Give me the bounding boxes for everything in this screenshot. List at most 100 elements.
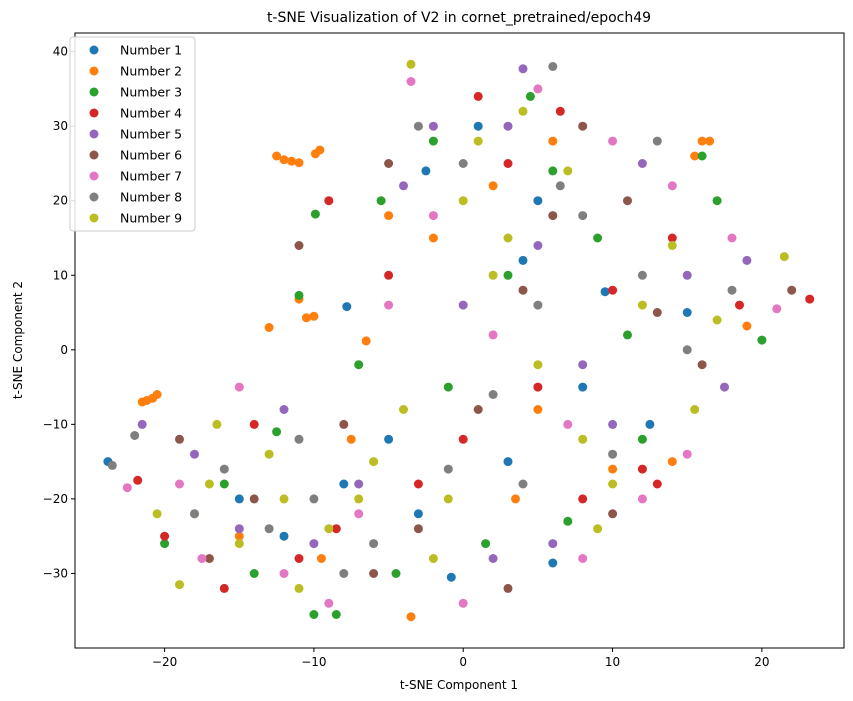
point-series-8-18: [652, 136, 662, 146]
point-series-3-20: [481, 539, 491, 549]
point-series-9-8: [473, 136, 483, 146]
point-series-3-17: [548, 166, 558, 176]
point-series-8-8: [369, 539, 379, 549]
legend-box: [69, 36, 196, 232]
point-series-2-19: [346, 434, 356, 444]
point-series-7-1: [197, 554, 207, 563]
point-series-9-21: [354, 494, 364, 504]
point-series-5-14: [190, 449, 199, 459]
point-series-9-5: [369, 457, 379, 467]
point-series-8-6: [219, 464, 229, 474]
point-series-8-3: [309, 494, 319, 504]
point-series-2-1: [279, 155, 289, 165]
point-series-5-9: [279, 405, 289, 414]
x-tick-label: 10: [605, 655, 620, 669]
point-series-9-19: [458, 196, 468, 206]
point-series-8-12: [682, 345, 692, 355]
point-series-7-16: [175, 479, 184, 489]
point-series-4-19: [458, 434, 468, 444]
point-series-5-2: [428, 121, 438, 131]
point-series-3-9: [376, 196, 386, 206]
point-series-9-0: [406, 59, 416, 69]
point-series-4-15: [608, 285, 618, 295]
point-series-4-6: [473, 91, 483, 101]
point-series-6-17: [623, 196, 632, 206]
point-series-9-11: [533, 360, 543, 370]
legend-marker-4: [89, 108, 99, 118]
point-series-3-6: [331, 610, 341, 619]
point-series-4-16: [219, 583, 229, 593]
point-series-2-11: [310, 149, 320, 159]
point-series-4-18: [324, 196, 334, 206]
x-tick-label: −10: [301, 655, 326, 669]
point-series-6-10: [204, 554, 214, 563]
point-series-6-9: [473, 405, 483, 414]
point-series-1-6: [503, 457, 513, 467]
point-series-5-17: [742, 255, 752, 265]
point-series-3-13: [503, 270, 513, 280]
point-series-2-27: [548, 136, 558, 146]
point-series-7-11: [428, 211, 438, 221]
point-series-6-16: [369, 569, 379, 578]
point-series-8-20: [727, 285, 737, 295]
point-series-2-22: [488, 181, 498, 191]
point-series-2-21: [234, 531, 244, 541]
point-series-5-10: [488, 554, 498, 563]
point-series-9-6: [578, 434, 588, 444]
point-series-3-16: [160, 539, 170, 549]
legend-label-2: Number 2: [120, 64, 182, 79]
legend-label-3: Number 3: [120, 85, 182, 100]
point-series-9-24: [488, 270, 498, 280]
point-series-1-4: [600, 287, 610, 297]
point-series-3-18: [712, 196, 722, 206]
x-tick-label: 20: [754, 655, 769, 669]
point-series-4-11: [294, 554, 304, 563]
point-series-5-4: [234, 524, 244, 534]
y-tick-label: 20: [53, 194, 68, 208]
y-axis-label: t-SNE Component 2: [11, 281, 25, 399]
point-series-9-25: [593, 524, 603, 534]
point-series-4-8: [533, 382, 543, 392]
legend-marker-8: [89, 192, 99, 202]
point-series-7-18: [667, 181, 677, 191]
point-series-2-15: [264, 323, 274, 332]
point-series-7-2: [406, 77, 416, 86]
point-series-5-19: [503, 121, 513, 131]
point-series-4-13: [735, 300, 744, 310]
point-series-8-10: [264, 524, 274, 534]
point-series-1-17: [413, 509, 423, 519]
point-series-4-3: [637, 464, 647, 474]
chart-title: t-SNE Visualization of V2 in cornet_pret…: [267, 10, 651, 26]
y-tick-label: −10: [43, 417, 68, 431]
point-series-3-22: [249, 569, 259, 578]
point-series-6-13: [697, 360, 707, 370]
point-series-9-15: [563, 166, 573, 176]
point-series-8-4: [458, 159, 468, 168]
point-series-2-9: [705, 136, 715, 146]
legend-label-7: Number 7: [120, 169, 182, 184]
point-series-3-14: [443, 382, 453, 392]
point-series-7-19: [384, 300, 394, 310]
point-series-9-3: [279, 494, 289, 504]
point-series-3-21: [593, 233, 603, 243]
y-tick-label: 10: [53, 268, 68, 282]
point-series-5-3: [720, 382, 729, 392]
legend-marker-1: [89, 45, 99, 55]
point-series-2-29: [511, 494, 520, 504]
point-series-1-14: [578, 382, 588, 392]
point-series-9-17: [608, 479, 618, 489]
point-series-8-0: [107, 460, 117, 470]
point-series-2-20: [533, 405, 543, 414]
point-series-6-5: [249, 494, 259, 504]
point-series-9-12: [428, 554, 438, 563]
point-series-9-23: [264, 449, 274, 459]
point-series-7-8: [637, 494, 647, 504]
point-series-2-2: [287, 156, 296, 166]
point-series-5-0: [137, 419, 147, 429]
point-series-3-8: [391, 569, 401, 578]
point-series-9-29: [212, 419, 222, 429]
point-series-1-15: [339, 479, 349, 489]
point-series-3-15: [637, 434, 647, 444]
point-series-2-3: [294, 158, 304, 168]
point-series-7-20: [578, 554, 588, 563]
